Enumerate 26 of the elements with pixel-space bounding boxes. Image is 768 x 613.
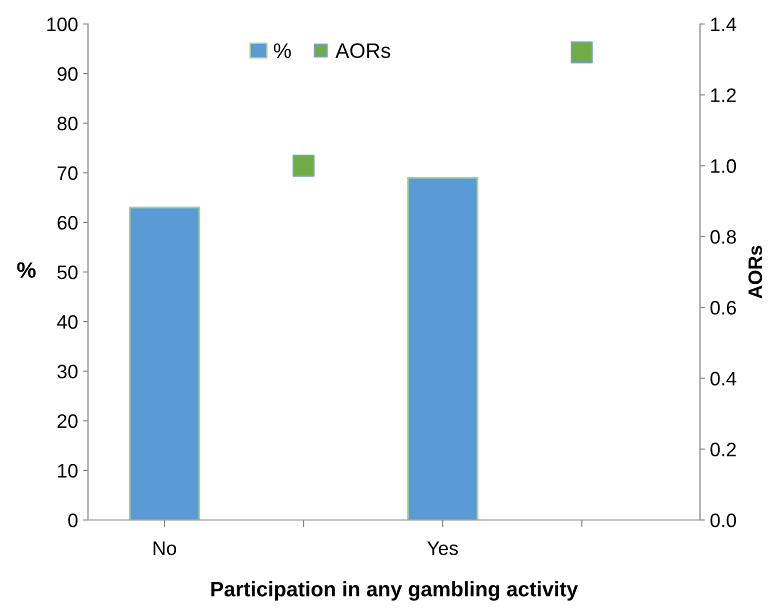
legend-label: % [274,43,291,58]
x-axis-title: Participation in any gambling activity [211,581,578,601]
x-tick-label: Yes [427,542,458,556]
y-tick-label: 20 [58,414,78,428]
y2-axis-title: AORs [748,246,762,299]
y-tick-label: 60 [58,216,78,230]
y-tick-label: 30 [57,364,78,378]
y2-tick-label: 1.0 [711,159,736,173]
y-axis-title: % [17,262,36,278]
y-tick-label: 80 [57,116,78,130]
y2-tick-label: 0.8 [710,230,736,244]
y-tick-label: 50 [57,265,78,280]
y-tick-label: 40 [57,315,78,329]
y2-tick-label: 0.4 [710,372,736,386]
y-tick-label: 70 [58,166,78,180]
y2-tick-label: 0.0 [710,513,736,528]
y-tick-label: 10 [58,464,78,478]
y2-tick-label: 1.4 [711,18,736,32]
y-tick-label: 100 [47,17,78,32]
y-tick-label: 90 [58,67,78,81]
y2-tick-label: 0.6 [710,300,736,315]
y2-tick-label: 0.2 [710,442,736,456]
y-tick-label: 0 [68,513,78,528]
legend-label: AORs [335,43,390,58]
x-tick-label: No [154,542,176,556]
y2-tick-label: 1.2 [711,88,736,102]
